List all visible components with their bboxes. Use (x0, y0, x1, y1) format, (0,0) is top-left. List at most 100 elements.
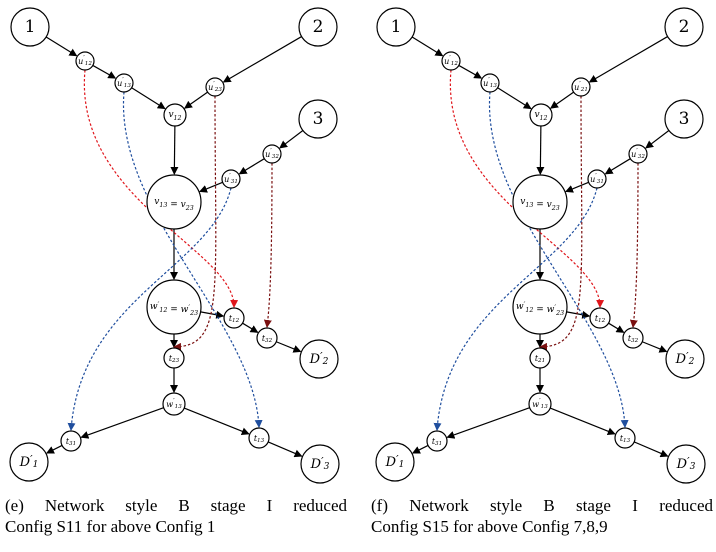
edge-t32-d2 (642, 341, 668, 353)
dashed-u13-t13 (122, 91, 263, 428)
node-label-t2x: t21 (535, 354, 545, 365)
dashed-u23-t2x (539, 95, 583, 351)
caption-f-line2: Config S15 for above Config 7,8,9 (371, 517, 608, 536)
edge-s3-u32 (645, 130, 670, 149)
node-t31 (426, 430, 448, 452)
node-label-d1: D′1 (385, 453, 405, 471)
node-label-s3: 3 (313, 109, 324, 129)
node-label-u23: u′23 (208, 80, 222, 93)
edge-u23-v12 (184, 91, 208, 109)
dashed-u31-t31 (433, 187, 598, 431)
node-v12 (163, 103, 187, 127)
dashed-u23-t2x (173, 95, 217, 351)
node-u13 (480, 73, 500, 93)
node-label-s1: 1 (25, 17, 36, 37)
dashed-u13-t13 (488, 91, 629, 428)
edge-s1-u12 (45, 36, 78, 57)
node-label-s2: 2 (679, 17, 690, 37)
edge-u32-u31 (238, 158, 265, 175)
node-label-t12: t12 (595, 314, 606, 325)
node-u31 (587, 169, 607, 189)
node-u12 (75, 51, 95, 71)
node-u23 (571, 77, 591, 97)
node-label-t12: t12 (229, 314, 240, 325)
node-t13 (248, 427, 270, 449)
node-label-s3: 3 (679, 109, 690, 129)
edge-t13-d3 (267, 441, 303, 458)
node-v12 (529, 103, 553, 127)
edge-w13-t31 (446, 407, 530, 439)
node-label-w12: w′12 = w′23 (150, 300, 198, 317)
node-t12 (589, 307, 611, 329)
edge-u23-v12 (550, 91, 574, 109)
node-label-s2: 2 (313, 17, 324, 37)
node-u12 (441, 51, 461, 71)
node-d2 (665, 339, 705, 379)
edge-w12-t12 (200, 310, 225, 319)
edge-u32-u31 (604, 158, 631, 175)
caption-e-line1: (e) Network style B stage I reduced (5, 496, 347, 515)
node-s1 (376, 7, 416, 47)
node-label-u32: u′32 (631, 147, 645, 160)
edge-s3-u32 (279, 130, 304, 149)
edge-t31-d1 (411, 444, 429, 454)
dashed-u32-t32 (263, 162, 273, 328)
node-label-d3: D′3 (310, 455, 330, 473)
edge-v12-v13 (536, 125, 545, 176)
node-u31 (221, 169, 241, 189)
node-t32 (256, 327, 278, 349)
node-label-d2: D′2 (675, 350, 695, 368)
node-label-u13: u′13 (483, 76, 497, 89)
node-s2 (298, 7, 338, 47)
node-label-v13: v13 = v23 (154, 197, 193, 212)
caption-e: (e) Network style B stage I reduced Conf… (5, 495, 347, 537)
node-d1 (375, 442, 415, 482)
node-label-t13: t13 (620, 434, 631, 445)
edge-t12-t32 (608, 322, 625, 333)
node-label-d3: D′3 (676, 455, 696, 473)
node-t2x (163, 347, 185, 369)
edge-u13-v12 (131, 87, 166, 110)
node-s2 (664, 7, 704, 47)
node-v13 (146, 174, 202, 230)
edge-s2-u23 (222, 36, 302, 83)
node-t32 (622, 327, 644, 349)
edge-w12-t12 (566, 310, 591, 319)
node-label-t32: t32 (628, 334, 639, 345)
node-label-t13: t13 (254, 434, 265, 445)
edge-w13-t13 (183, 407, 250, 436)
node-label-u32: u′32 (265, 147, 279, 160)
caption-e-line2: Config S11 for above Config 1 (5, 517, 216, 536)
node-label-s1: 1 (391, 17, 402, 37)
node-label-t2x: t23 (169, 354, 180, 365)
edge-w13-t31 (80, 407, 164, 439)
node-label-v13: v13 = v23 (520, 197, 559, 212)
edge-u31-v13 (565, 181, 589, 193)
node-t13 (614, 427, 636, 449)
node-u32 (628, 144, 648, 164)
node-label-w13: w′13 (532, 397, 548, 410)
node-label-d2: D′2 (309, 350, 329, 368)
node-t31 (60, 430, 82, 452)
node-w13 (162, 392, 186, 416)
node-label-u13: u′13 (117, 76, 131, 89)
node-label-u12: u′12 (78, 54, 92, 67)
node-d2 (299, 339, 339, 379)
edge-s1-u12 (411, 36, 444, 57)
panel-f: 1 2 3 u′12 u′13 v12 u′21 u′32 u′31 v13 = v23 w′12 … (375, 7, 706, 484)
caption-f-line1: (f) Network style B stage I reduced (371, 496, 713, 515)
node-d1 (9, 442, 49, 482)
edge-v12-v13 (170, 125, 179, 176)
node-u23 (205, 77, 225, 97)
edge-t32-d2 (276, 341, 302, 353)
node-v13 (512, 174, 568, 230)
node-label-t31: t31 (66, 437, 76, 448)
node-label-u31: u′31 (224, 172, 238, 185)
node-w12 (146, 279, 202, 335)
dashed-u32-t32 (629, 162, 639, 328)
node-s3 (298, 99, 338, 139)
node-d3 (300, 444, 340, 484)
node-w13 (528, 392, 552, 416)
panel-e: 1 2 3 u′12 u′13 v12 u′23 u′32 u′31 v13 = v23 w′12 … (9, 7, 340, 484)
